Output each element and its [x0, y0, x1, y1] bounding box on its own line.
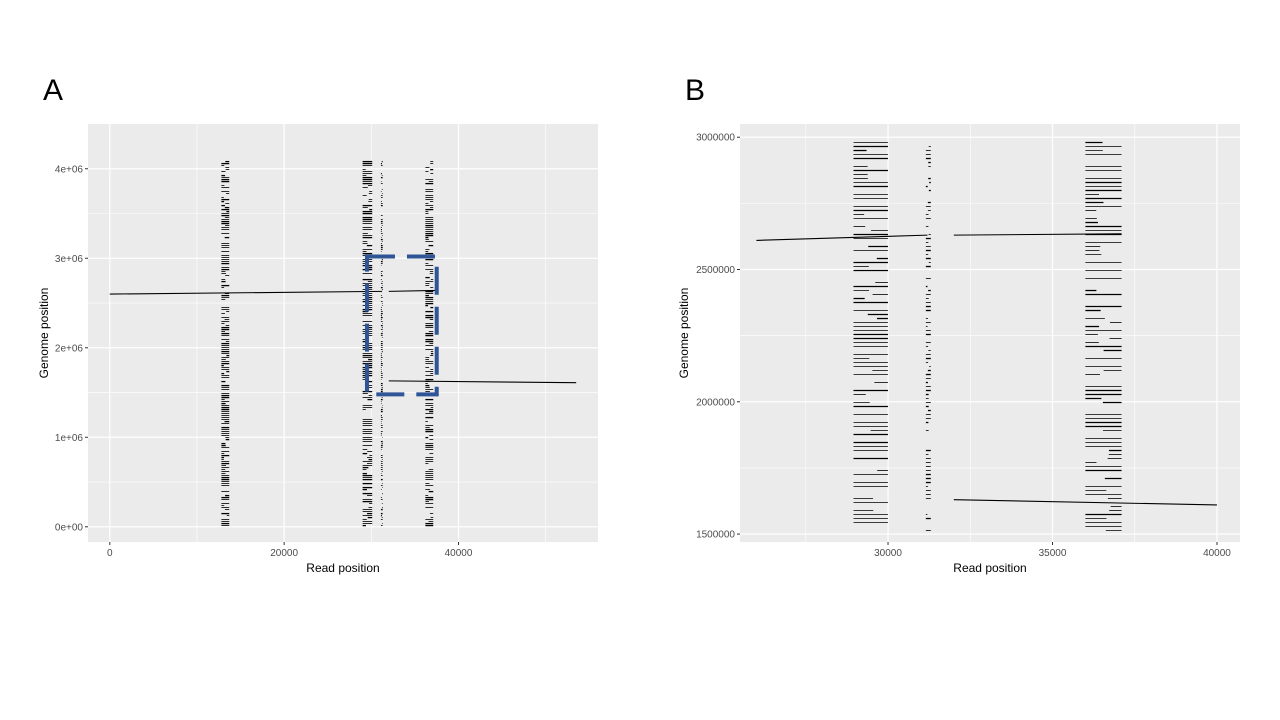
alignment-line-3: [388, 380, 577, 384]
alignment-column: [425, 161, 434, 527]
x-tick-label: 40000: [1203, 548, 1231, 559]
panel-b-chart: 30000 35000 40000 1500000 2000000 2500000 3000…: [677, 124, 1240, 575]
y-tick-label: 1e+06: [55, 433, 84, 444]
alignment-column: [380, 160, 383, 526]
y-axis-title: Genome position: [677, 288, 691, 379]
x-axis-title: Read position: [306, 561, 379, 575]
y-tick-label: 2000000: [696, 397, 735, 408]
alignment-line-3: [953, 499, 1217, 506]
alignment-line-1: [109, 290, 382, 295]
panel-b-plot-background: [740, 124, 1240, 542]
y-tick-label: 1500000: [696, 530, 735, 541]
panel-b-letter: B: [685, 74, 706, 107]
x-tick-label: 0: [107, 548, 113, 559]
alignment-line-2: [953, 233, 1122, 236]
x-tick-label: 40000: [445, 548, 473, 559]
panel-a-chart: 0 20000 40000 0e+00 1e+06 2e+06 3e+06 4e+06 Read…: [37, 124, 598, 575]
y-tick-label: 3000000: [696, 133, 735, 144]
alignment-line-1: [756, 234, 928, 241]
panel-a-plot-background: [88, 124, 598, 542]
zoom-region-box: [364, 254, 439, 397]
alignment-column: [221, 160, 230, 526]
alignment-column: [853, 142, 889, 523]
x-tick-label: 30000: [874, 548, 902, 559]
x-axis-title: Read position: [953, 561, 1026, 575]
x-tick-label: 35000: [1039, 548, 1067, 559]
y-axis-title: Genome position: [37, 288, 51, 379]
alignment-column: [925, 146, 931, 531]
x-tick-label: 20000: [270, 548, 298, 559]
y-tick-label: 0e+00: [55, 522, 84, 533]
y-tick-label: 3e+06: [55, 254, 84, 265]
y-tick-label: 2e+06: [55, 343, 84, 354]
y-tick-label: 2500000: [696, 265, 735, 276]
alignment-line-2: [388, 289, 435, 292]
y-tick-label: 4e+06: [55, 164, 84, 175]
panel-a-letter: A: [43, 74, 64, 107]
